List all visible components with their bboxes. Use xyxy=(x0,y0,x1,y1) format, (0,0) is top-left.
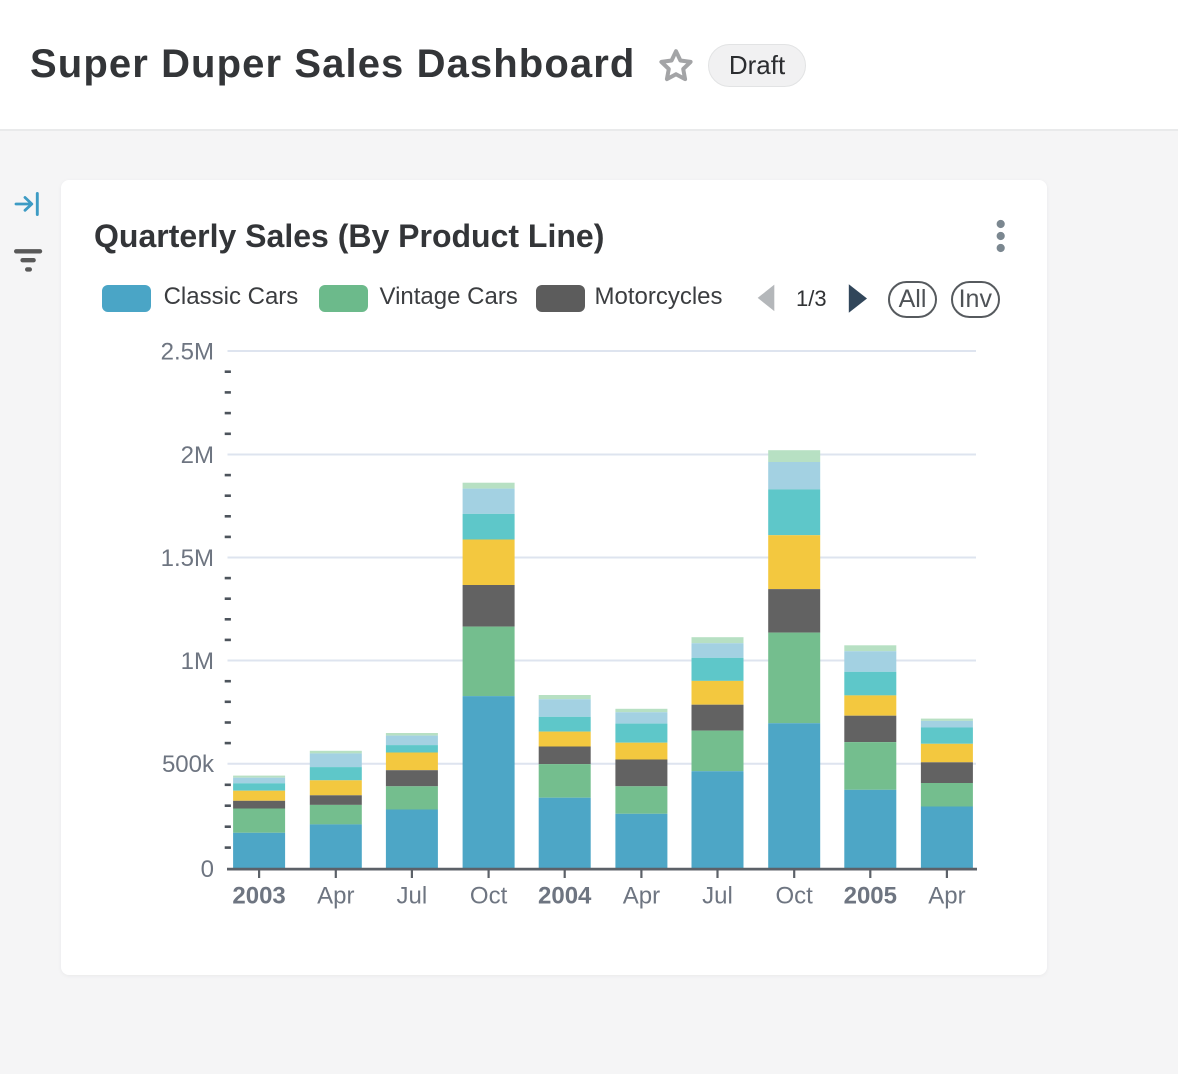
svg-text:2003: 2003 xyxy=(232,883,285,910)
svg-text:2004: 2004 xyxy=(538,883,592,910)
svg-text:Apr: Apr xyxy=(928,883,965,910)
svg-text:Apr: Apr xyxy=(623,883,660,910)
svg-text:2.5M: 2.5M xyxy=(161,338,214,365)
svg-text:2M: 2M xyxy=(181,442,214,469)
svg-text:Apr: Apr xyxy=(317,883,354,910)
svg-text:1.5M: 1.5M xyxy=(161,545,214,572)
svg-text:500k: 500k xyxy=(162,751,215,778)
svg-text:0: 0 xyxy=(201,856,214,883)
svg-text:Oct: Oct xyxy=(470,883,508,910)
svg-text:Jul: Jul xyxy=(702,883,733,910)
svg-text:1M: 1M xyxy=(181,648,214,675)
svg-text:Oct: Oct xyxy=(776,883,814,910)
svg-text:Jul: Jul xyxy=(397,883,428,910)
svg-text:2005: 2005 xyxy=(844,883,897,910)
